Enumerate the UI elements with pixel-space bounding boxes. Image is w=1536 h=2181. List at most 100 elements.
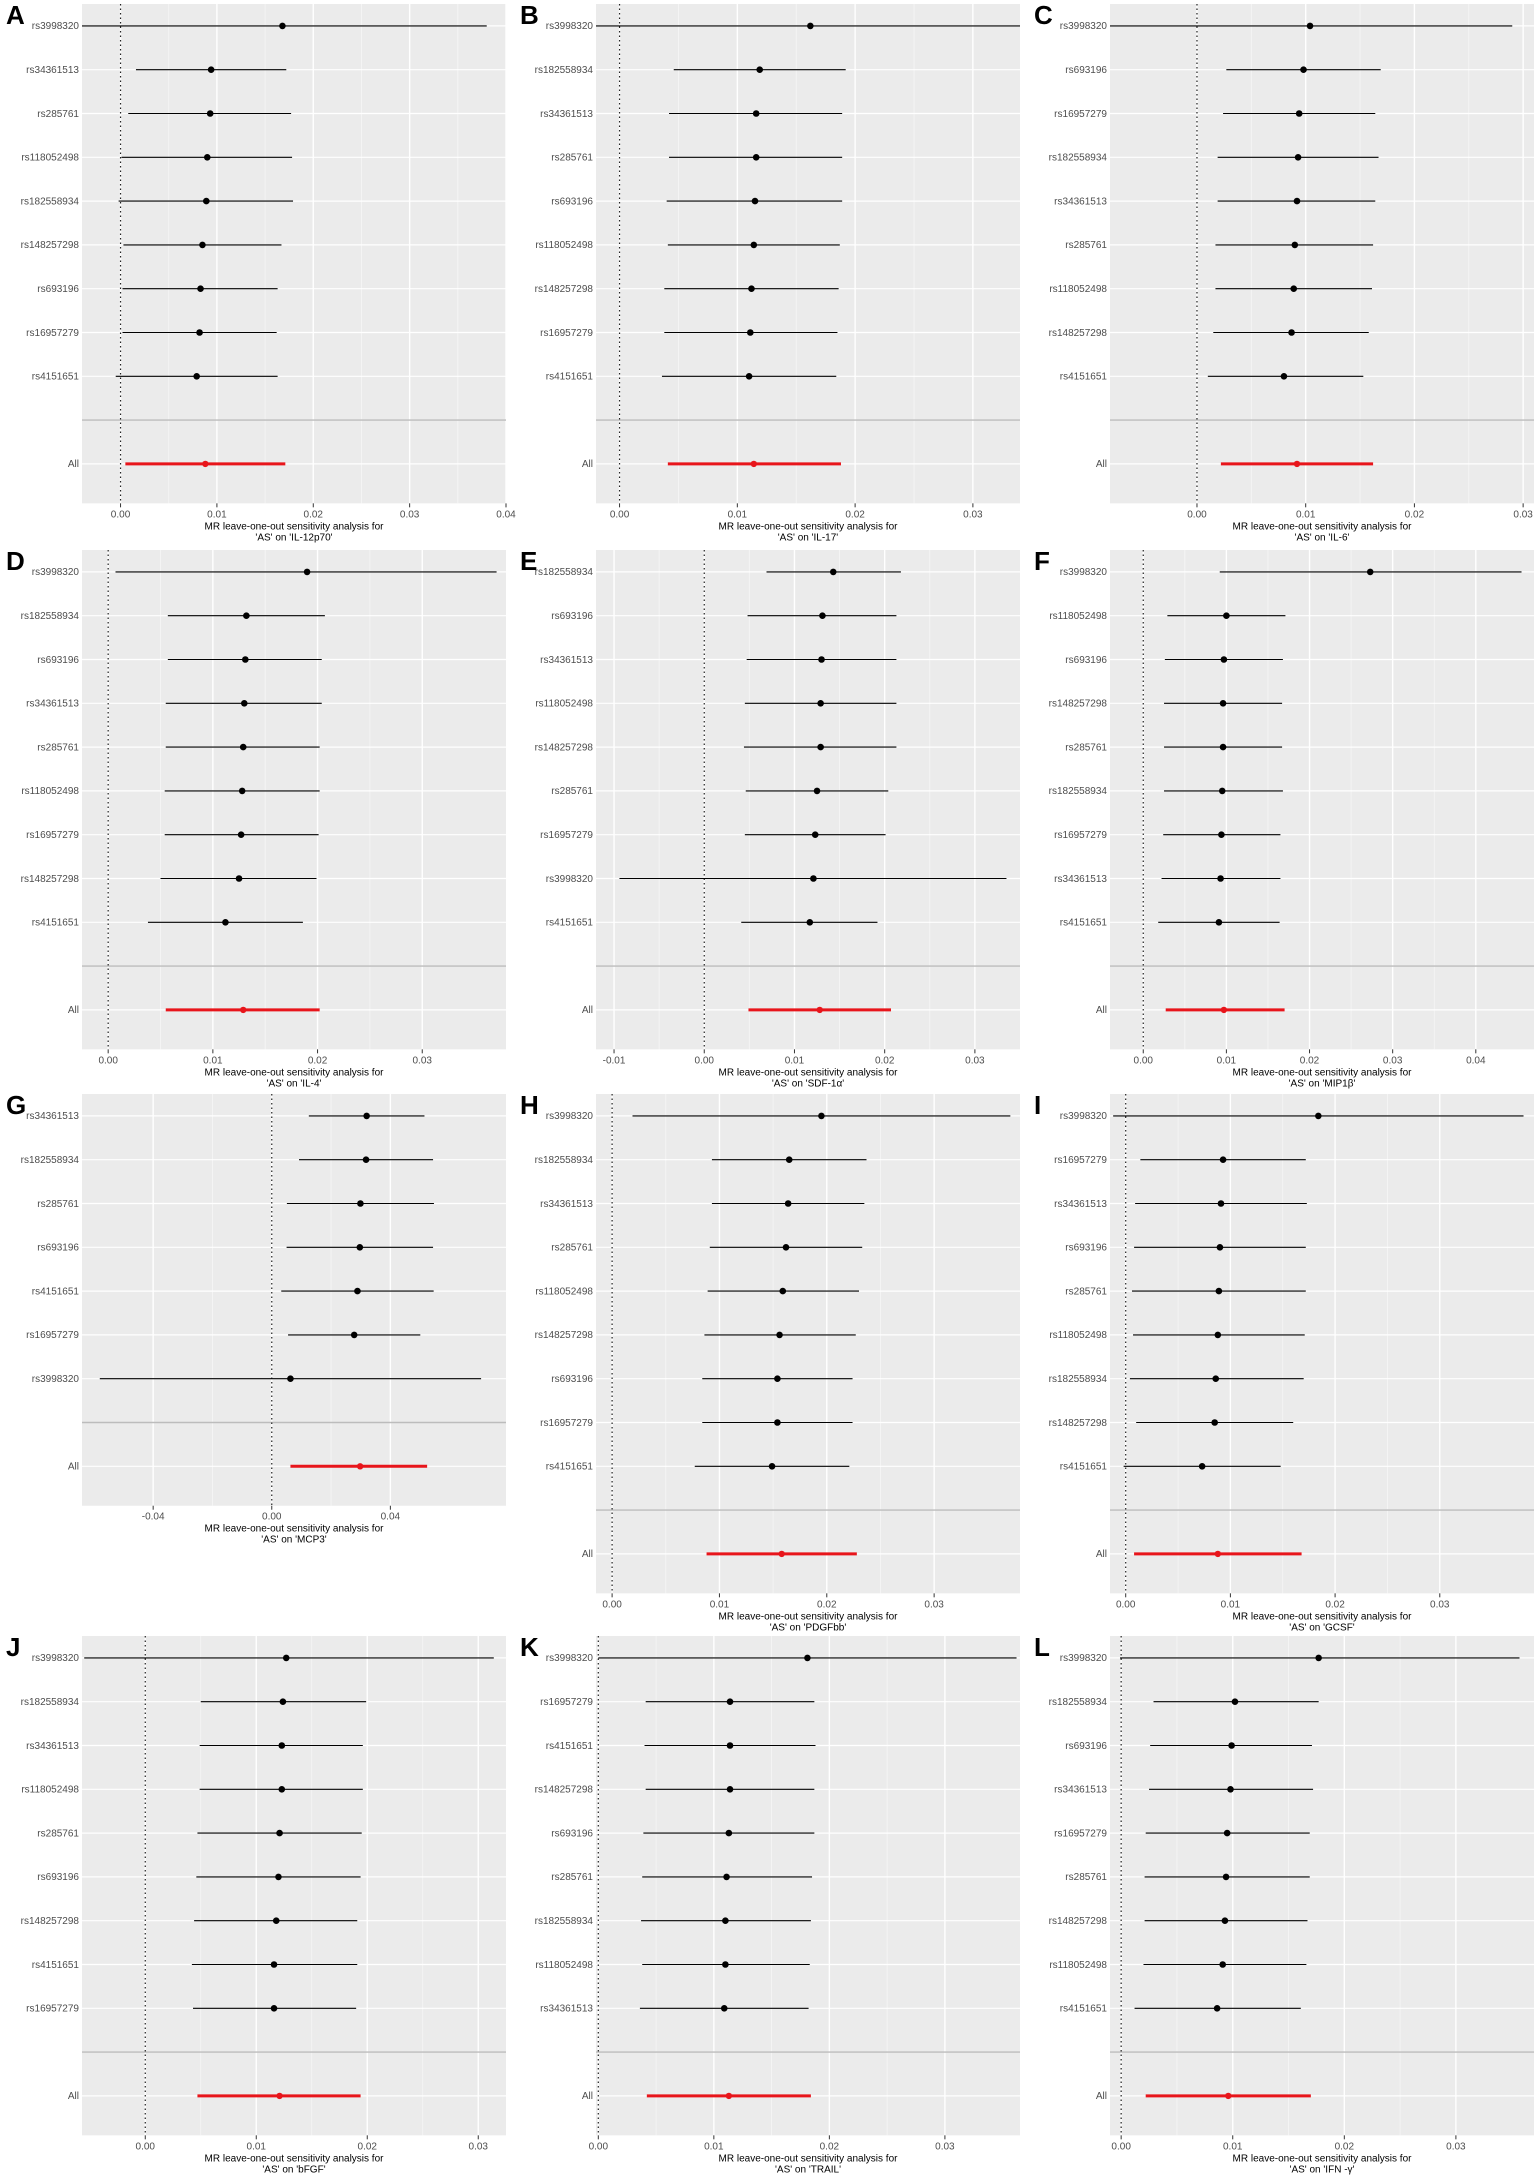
snp-label: rs693196 xyxy=(1065,65,1107,76)
x-tick-label: 0.00 xyxy=(610,509,630,520)
point-estimate xyxy=(810,875,817,882)
point-estimate xyxy=(1288,329,1295,336)
point-estimate xyxy=(207,66,215,73)
point-estimate xyxy=(1220,656,1228,663)
point-estimate xyxy=(1213,2005,1221,2012)
point-estimate xyxy=(193,373,200,380)
x-tick-label: 0.00 xyxy=(111,509,131,520)
snp-label: rs182558934 xyxy=(535,567,594,578)
x-axis-title: MR leave-one-out sensitivity analysis fo… xyxy=(205,1524,385,1546)
overall-estimate xyxy=(750,460,758,468)
snp-label: rs118052498 xyxy=(535,1960,593,1971)
snp-label: rs3998320 xyxy=(1060,1111,1108,1122)
snp-label: rs285761 xyxy=(37,742,79,753)
point-estimate xyxy=(779,1287,787,1295)
point-estimate xyxy=(1228,1742,1235,1749)
snp-label: rs148257298 xyxy=(535,742,594,753)
snp-label: rs16957279 xyxy=(540,1697,593,1708)
snp-label: rs693196 xyxy=(37,1243,79,1254)
forest-plot: rs3998320 rs118052498 rs693196 rs148257298 r… xyxy=(1049,550,1534,1089)
point-estimate xyxy=(813,787,821,795)
x-tick-label: 0.01 xyxy=(728,509,748,520)
point-estimate xyxy=(272,1917,280,1924)
snp-label: rs148257298 xyxy=(1049,699,1108,710)
snp-label: rs3998320 xyxy=(546,21,594,32)
all-label: All xyxy=(1096,2091,1107,2102)
snp-label: rs4151651 xyxy=(1060,372,1108,383)
snp-label: rs34361513 xyxy=(26,699,79,710)
x-tick-label: 0.03 xyxy=(965,1055,985,1066)
snp-label: rs34361513 xyxy=(1054,1785,1107,1796)
snp-label: rs4151651 xyxy=(32,1960,80,1971)
snp-label: rs34361513 xyxy=(1054,1199,1107,1210)
all-label: All xyxy=(68,459,79,470)
plot-background xyxy=(596,1636,1020,2136)
panel-letter: G xyxy=(6,1090,27,1120)
snp-label: rs182558934 xyxy=(21,1155,80,1166)
x-tick-label: 0.03 xyxy=(963,509,983,520)
point-estimate xyxy=(774,1419,781,1426)
snp-label: rs3998320 xyxy=(32,567,80,578)
point-estimate xyxy=(752,154,760,161)
point-estimate xyxy=(784,1200,792,1207)
point-estimate xyxy=(751,197,759,205)
panel-letter: L xyxy=(1034,1632,1050,1662)
x-tick-label: 0.00 xyxy=(602,1599,622,1610)
point-estimate xyxy=(746,329,754,336)
x-tick-label: 0.03 xyxy=(400,509,420,520)
snp-label: rs34361513 xyxy=(540,2004,593,2015)
plot-background xyxy=(596,550,1020,1050)
snp-label: rs693196 xyxy=(1065,1243,1107,1254)
point-estimate xyxy=(785,1156,793,1163)
x-tick-label: 0.00 xyxy=(98,1055,118,1066)
x-axis-title: MR leave-one-out sensitivity analysis fo… xyxy=(719,2153,899,2175)
point-estimate xyxy=(197,285,204,293)
snp-label: rs34361513 xyxy=(540,1199,593,1210)
point-estimate xyxy=(278,1742,286,1749)
snp-label: rs34361513 xyxy=(540,655,593,666)
snp-label: rs693196 xyxy=(1065,655,1107,666)
snp-label: rs693196 xyxy=(551,196,593,207)
point-estimate xyxy=(817,743,824,751)
point-estimate xyxy=(811,831,819,838)
panel-letter: B xyxy=(520,0,539,30)
x-tick-label: 0.03 xyxy=(469,2141,489,2152)
point-estimate xyxy=(282,1654,290,1662)
snp-label: rs4151651 xyxy=(546,1741,594,1752)
snp-label: rs3998320 xyxy=(1060,1653,1108,1664)
snp-label: rs182558934 xyxy=(1049,153,1108,164)
forest-plot: rs182558934 rs693196 rs34361513 rs118052498… xyxy=(535,550,1020,1089)
snp-label: rs148257298 xyxy=(1049,1916,1108,1927)
snp-label: rs3998320 xyxy=(1060,567,1108,578)
snp-label: rs148257298 xyxy=(21,874,80,885)
x-tick-label: 0.00 xyxy=(136,2141,156,2152)
plot-background xyxy=(1110,1636,1534,2136)
point-estimate xyxy=(238,787,246,795)
panel-letter: C xyxy=(1034,0,1053,30)
x-tick-label: -0.01 xyxy=(603,1055,626,1066)
x-tick-label: 0.02 xyxy=(358,2141,378,2152)
x-axis-title: MR leave-one-out sensitivity analysis fo… xyxy=(719,1611,899,1633)
snp-label: rs34361513 xyxy=(26,1741,79,1752)
plot-background xyxy=(1110,550,1534,1050)
point-estimate xyxy=(804,1654,811,1662)
snp-label: rs118052498 xyxy=(1049,611,1107,622)
snp-label: rs148257298 xyxy=(1049,328,1108,339)
snp-label: rs4151651 xyxy=(32,372,80,383)
point-estimate xyxy=(818,1112,825,1120)
point-estimate xyxy=(1215,919,1223,926)
forest-plot: rs3998320 rs182558934 rs693196 rs34361513 rs… xyxy=(21,550,506,1089)
snp-label: rs182558934 xyxy=(535,1916,594,1927)
point-estimate xyxy=(720,2005,728,2012)
overall-estimate xyxy=(356,1463,364,1470)
point-estimate xyxy=(1294,154,1302,161)
snp-label: rs693196 xyxy=(37,284,79,295)
forest-plot: rs3998320 rs182558934 rs34361513 rs11805249… xyxy=(21,1636,506,2175)
snp-label: rs182558934 xyxy=(21,611,80,622)
point-estimate xyxy=(1211,1419,1218,1426)
